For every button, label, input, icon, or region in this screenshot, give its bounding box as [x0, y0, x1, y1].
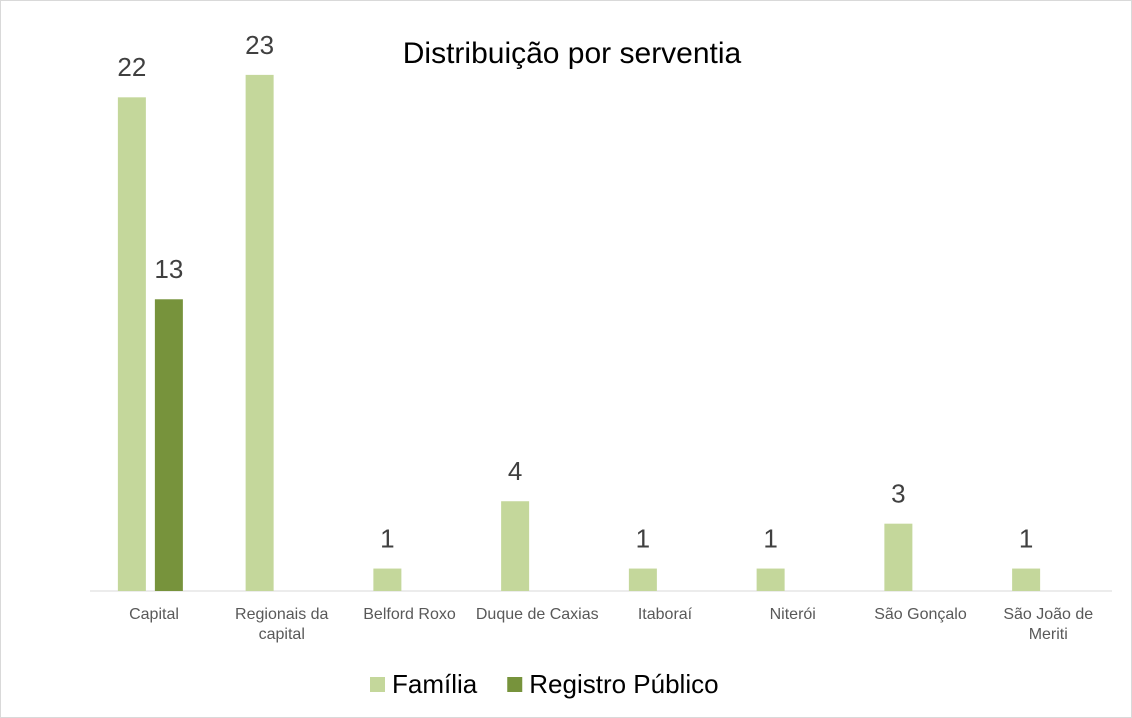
- bar: [884, 523, 913, 591]
- x-tick-label: Duque de Caxias: [475, 606, 599, 623]
- legend-swatch: [370, 677, 385, 692]
- bar: [245, 74, 274, 591]
- x-tick-label: Niterói: [769, 606, 816, 623]
- data-label: 4: [508, 456, 522, 486]
- legend-label: Família: [392, 669, 478, 699]
- bar: [154, 299, 183, 591]
- bar: [117, 97, 146, 591]
- legend-label: Registro Público: [529, 669, 718, 699]
- x-tick-label: Belford Roxo: [363, 606, 456, 623]
- x-tick-label: Itaboraí: [637, 606, 693, 623]
- legend-swatch: [507, 677, 523, 692]
- x-tick-label: Capital: [129, 606, 179, 623]
- data-label: 1: [380, 523, 394, 553]
- data-label: 3: [891, 479, 905, 509]
- data-label: 23: [245, 30, 274, 60]
- data-label: 13: [154, 254, 183, 284]
- data-label: 1: [636, 523, 650, 553]
- x-tick-label: São João de Meriti: [1003, 606, 1094, 643]
- x-tick-label: São Gonçalo: [874, 606, 967, 623]
- chart-title: Distribuição por serventia: [403, 37, 742, 70]
- data-label: 22: [117, 52, 146, 82]
- bar: [628, 568, 657, 591]
- bar: [756, 568, 785, 591]
- bar: [501, 501, 530, 591]
- x-tick-label: Regionais da capital: [235, 606, 329, 643]
- bar: [1012, 568, 1041, 591]
- data-label: 1: [763, 523, 777, 553]
- bar: [373, 568, 402, 591]
- data-label: 1: [1019, 523, 1033, 553]
